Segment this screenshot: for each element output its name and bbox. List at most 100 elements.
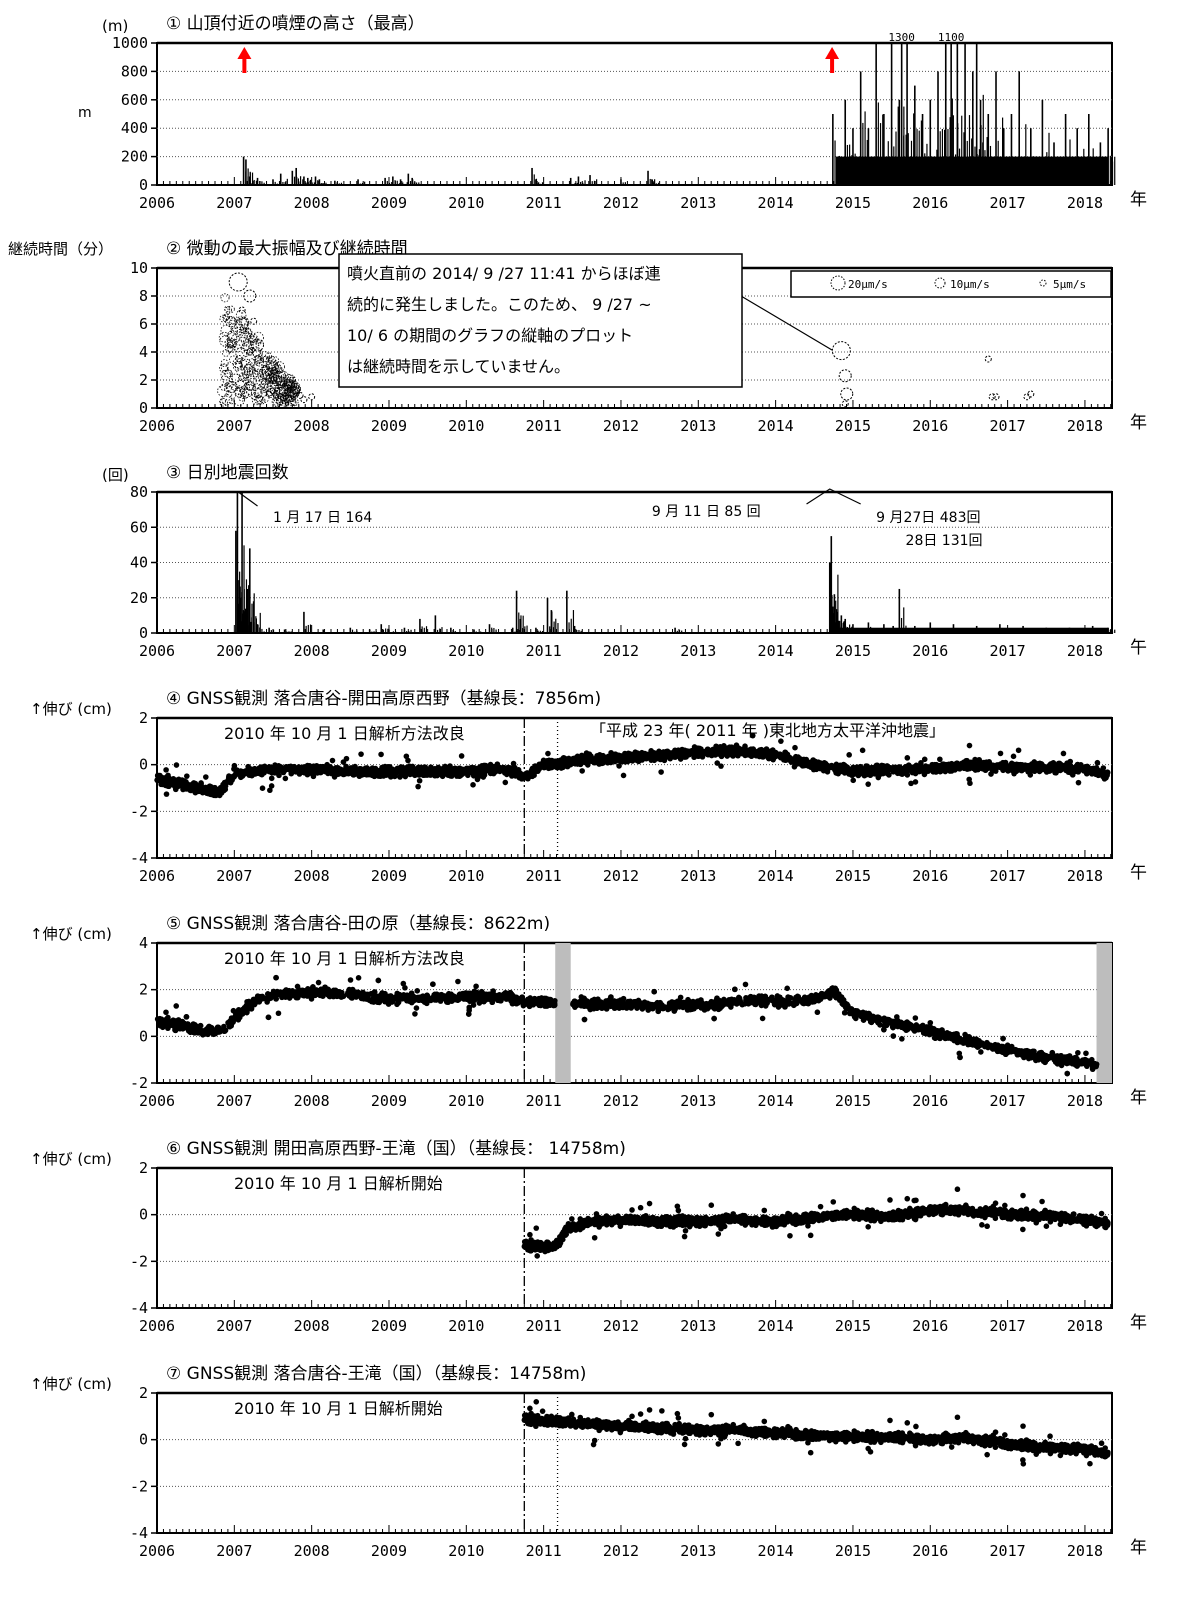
gnss-point <box>198 781 204 787</box>
tremor-point <box>227 344 236 354</box>
annotation-text: 2010 年 10 月 1 日解析方法改良 <box>224 724 465 743</box>
gnss-point <box>184 773 190 779</box>
gnss-point <box>387 769 394 776</box>
y-tick-label: 0 <box>139 399 148 417</box>
gnss-point <box>966 776 972 783</box>
tremor-point <box>288 386 301 398</box>
panel-title: ③ 日別地震回数 <box>166 463 289 483</box>
tremor-point <box>227 346 234 353</box>
tremor-point <box>262 355 270 363</box>
gnss-point <box>1065 769 1072 775</box>
legend-label: 5μm/s <box>1053 278 1086 291</box>
x-tick-label: 2013 <box>680 642 716 660</box>
y-unit-label: 継続時間（分） <box>8 240 113 258</box>
y-tick-label: 40 <box>130 554 148 572</box>
gnss-point <box>982 767 989 774</box>
gnss-point <box>164 777 171 783</box>
tremor-point <box>258 366 272 380</box>
tremor-point <box>241 327 252 339</box>
x-tick-label: 2008 <box>294 194 330 212</box>
note-text: 噴火直前の 2014/ 9 /27 11:41 からほぼ連 <box>347 264 661 283</box>
gnss-point <box>850 777 857 784</box>
x-tick-label: 2009 <box>371 867 407 885</box>
tremor-point <box>273 393 280 400</box>
gnss-point <box>231 762 238 769</box>
tremor-point <box>258 391 270 404</box>
tremor-point <box>838 369 852 383</box>
gnss-point <box>217 784 224 791</box>
gnss-point <box>545 750 551 757</box>
y-tick-label: 80 <box>130 483 148 501</box>
x-tick-label: 2015 <box>835 867 871 885</box>
tremor-point <box>271 364 280 373</box>
note-text: は継続時間を示していません。 <box>347 357 570 376</box>
tremor-point <box>226 331 238 342</box>
gnss-point <box>927 765 934 772</box>
tremor-point <box>251 395 262 406</box>
gnss-point <box>1100 773 1106 780</box>
tremor-point <box>284 388 292 397</box>
x-tick-label: 2014 <box>758 642 794 660</box>
gnss-point <box>577 761 584 768</box>
tremor-point <box>249 340 259 350</box>
y-tick-label: 600 <box>121 91 148 109</box>
y-tick-label: 2 <box>139 981 148 999</box>
gnss-point <box>759 753 766 760</box>
tremor-point <box>285 396 296 407</box>
gnss-point <box>563 761 570 767</box>
tremor-point <box>219 363 228 373</box>
gnss-point <box>562 755 568 762</box>
gnss-point <box>590 757 597 764</box>
tremor-point <box>234 387 245 398</box>
x-tick-label: 2017 <box>990 867 1026 885</box>
tremor-point <box>220 359 229 367</box>
gnss-point <box>165 783 171 789</box>
tremor-point <box>235 309 247 321</box>
gnss-point <box>992 765 998 771</box>
gnss-point <box>1093 768 1099 775</box>
tremor-point <box>230 327 238 335</box>
gnss-point <box>343 755 350 762</box>
peak-label: 1300 <box>888 31 915 44</box>
tremor-point <box>228 272 248 292</box>
tremor-point <box>277 380 284 387</box>
tremor-point <box>251 338 265 352</box>
gnss-point <box>318 766 325 772</box>
gnss-point <box>966 742 973 749</box>
x-tick-label: 2012 <box>603 417 639 435</box>
y-tick-label: 60 <box>130 518 148 536</box>
tremor-point <box>242 349 250 357</box>
gnss-point <box>747 749 753 755</box>
tremor-point <box>244 332 252 340</box>
gnss-point <box>627 751 633 757</box>
tremor-point <box>266 380 280 394</box>
y-unit-label: ↑伸び (cm) <box>30 925 112 943</box>
gnss-point <box>288 764 295 771</box>
gnss-point <box>938 763 945 769</box>
tremor-point <box>253 355 263 365</box>
gnss-point <box>700 749 706 756</box>
gnss-point <box>862 769 869 776</box>
tremor-point <box>251 393 258 400</box>
tremor-point <box>251 370 259 378</box>
tremor-point <box>245 362 255 372</box>
tremor-point <box>232 358 243 368</box>
gnss-point <box>921 756 928 763</box>
gnss-point <box>462 769 469 776</box>
tremor-point <box>246 367 259 379</box>
x-tick-label: 2009 <box>371 417 407 435</box>
tremor-point <box>269 386 277 394</box>
tremor-point <box>259 373 271 385</box>
tremor-point <box>284 376 296 389</box>
y-tick-label: 2 <box>139 371 148 389</box>
gnss-point <box>228 775 235 782</box>
gnss-point <box>173 782 180 789</box>
gnss-point <box>738 749 745 755</box>
annotation-text: 1 月 17 日 164 <box>273 510 372 526</box>
gnss-point <box>259 785 266 791</box>
x-tick-label: 2015 <box>835 1092 871 1110</box>
tremor-point <box>220 363 229 372</box>
tremor-point <box>288 396 295 403</box>
